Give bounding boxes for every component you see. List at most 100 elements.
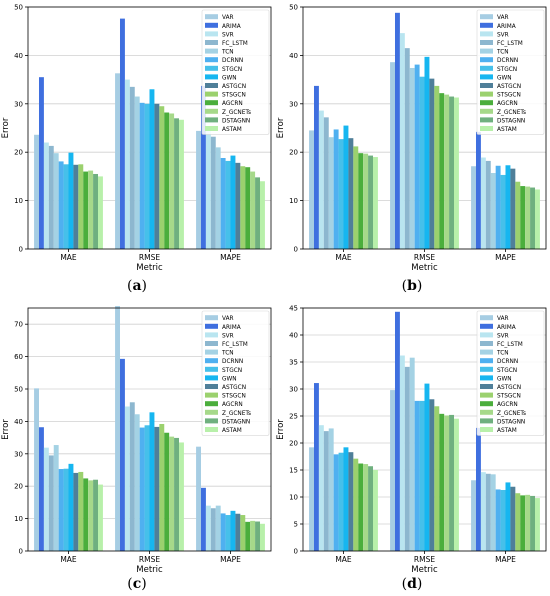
- panel-label-a: (a): [127, 278, 147, 294]
- legend-label-a-0: VAR: [222, 15, 234, 21]
- y-tick-label-b-2: 20: [289, 149, 298, 157]
- bar-d-mae-arima: [313, 383, 319, 551]
- bar-d-mape-var: [471, 480, 476, 551]
- legend-label-d-8: ASTGCN: [497, 385, 521, 391]
- legend-label-d-10: AGCRN: [497, 402, 518, 408]
- bar-b-mae-gwn: [343, 125, 349, 249]
- x-axis-label-a: Metric: [136, 263, 163, 273]
- legend-label-b-11: Z_GCNETs: [497, 110, 526, 116]
- bar-b-mae-fc-lstm: [323, 117, 329, 250]
- bar-a-rmse-stgcn: [144, 103, 150, 249]
- bar-a-mape-astam: [260, 181, 265, 249]
- bar-b-mae-arima: [313, 85, 319, 249]
- bar-d-rmse-astam: [454, 418, 459, 551]
- chart-b: 0 10 20 30 40 50 MAE RMSE MAPE Metric Error VAR ARIM…: [276, 4, 547, 273]
- legend-label-d-13: ASTAM: [497, 428, 517, 434]
- bar-a-mae-var: [34, 134, 39, 249]
- y-tick-label-b-3: 30: [289, 100, 298, 108]
- bar-b-rmse-dstagnn: [449, 96, 455, 249]
- bar-d-rmse-arima: [394, 311, 400, 551]
- legend-swatch-c-5: [205, 358, 218, 364]
- bar-d-mape-stsgcn: [515, 493, 521, 551]
- legend-swatch-d-11: [480, 409, 493, 415]
- bar-c-mape-astam: [260, 523, 265, 551]
- legend-label-b-2: SVR: [497, 32, 509, 38]
- legend-swatch-b-0: [480, 14, 493, 20]
- legend-swatch-d-10: [480, 401, 493, 407]
- chart-a: 0 10 20 30 40 50 MAE RMSE MAPE Metric Error VAR ARIM…: [1, 4, 272, 273]
- panel-label-b: (b): [402, 278, 423, 294]
- y-tick-label-a-0: 0: [19, 246, 23, 254]
- bar-c-rmse-gwn: [149, 412, 155, 551]
- bar-b-rmse-agcrn: [439, 93, 445, 249]
- y-tick-label-d-8: 40: [289, 332, 298, 340]
- legend-swatch-b-7: [480, 74, 493, 80]
- legend-label-a-8: ASTGCN: [222, 84, 246, 90]
- legend-swatch-b-3: [480, 40, 493, 45]
- legend-swatch-a-0: [205, 14, 218, 20]
- bar-d-mae-tcn: [328, 428, 334, 551]
- y-tick-label-d-1: 5: [294, 521, 298, 529]
- x-tick-label-b-0: MAE: [335, 253, 352, 262]
- legend-swatch-a-10: [205, 100, 218, 106]
- axes-frame-c: [27, 307, 272, 552]
- bar-b-mape-tcn: [490, 173, 496, 249]
- y-tick-label-d-0: 0: [294, 548, 298, 556]
- bar-b-mape-astgcn: [510, 168, 516, 249]
- bar-d-mape-stgcn: [500, 489, 506, 551]
- legend-a: [201, 9, 270, 135]
- legend-swatch-c-11: [205, 409, 218, 415]
- bar-d-rmse-tcn: [409, 357, 415, 551]
- legend-label-c-3: FC_LSTM: [222, 342, 248, 348]
- bar-a-mape-z-gcnets: [250, 171, 256, 249]
- legend-swatch-b-5: [480, 57, 493, 63]
- bar-b-rmse-astgcn: [429, 78, 435, 250]
- bar-d-mae-fc-lstm: [323, 431, 329, 551]
- bar-b-mae-astgcn: [348, 138, 354, 249]
- bar-d-rmse-astgcn: [429, 399, 435, 551]
- legend-swatch-a-13: [205, 126, 218, 131]
- legend-swatch-c-13: [205, 427, 218, 432]
- bar-a-mae-astgcn: [73, 164, 79, 249]
- legend-label-d-5: DCRNN: [497, 359, 518, 365]
- bar-c-mae-z-gcnets: [88, 480, 94, 551]
- legend-d: [476, 310, 545, 436]
- bar-c-rmse-stsgcn: [159, 423, 165, 551]
- bar-d-mape-astam: [535, 498, 540, 551]
- x-tick-label-b-1: RMSE: [414, 253, 435, 262]
- bar-d-mape-svr: [480, 472, 486, 551]
- bar-b-rmse-z-gcnets: [444, 94, 450, 249]
- legend-label-c-8: ASTGCN: [222, 385, 246, 391]
- legend-c: [201, 310, 270, 436]
- bar-c-mape-z-gcnets: [250, 520, 256, 551]
- legend-swatch-a-9: [205, 91, 218, 97]
- bar-c-mae-svr: [43, 447, 49, 551]
- legend-label-a-5: DCRNN: [222, 58, 243, 64]
- bar-d-rmse-stgcn: [419, 400, 425, 551]
- bar-c-rmse-tcn: [134, 414, 140, 551]
- legend-swatch-b-12: [480, 117, 493, 123]
- bar-b-mape-stsgcn: [515, 181, 521, 249]
- bar-d-rmse-var: [390, 390, 395, 551]
- bar-b-mae-var: [309, 130, 314, 249]
- legend-swatch-c-8: [205, 384, 218, 389]
- bar-c-mape-arima: [200, 487, 206, 551]
- bar-c-rmse-arima: [119, 358, 125, 551]
- bar-a-mape-var: [196, 130, 201, 249]
- legend-label-c-1: ARIMA: [222, 325, 241, 331]
- bar-b-mae-dcrnn: [333, 129, 339, 249]
- bar-b-mape-dstagnn: [530, 187, 536, 249]
- bar-b-mape-arima: [475, 131, 481, 249]
- y-tick-label-b-1: 10: [289, 197, 298, 205]
- legend-label-a-10: AGCRN: [222, 101, 243, 107]
- bar-b-mape-z-gcnets: [525, 186, 531, 249]
- bar-c-mae-stgcn: [63, 468, 69, 551]
- x-tick-label-d-2: MAPE: [495, 555, 516, 564]
- legend-swatch-d-9: [480, 392, 493, 398]
- bar-c-mae-dcrnn: [58, 469, 64, 551]
- legend-label-d-6: STGCN: [497, 368, 517, 374]
- legend-swatch-b-8: [480, 83, 493, 88]
- legend-swatch-b-6: [480, 65, 493, 71]
- legend-swatch-a-5: [205, 57, 218, 63]
- bar-a-rmse-astam: [179, 119, 184, 249]
